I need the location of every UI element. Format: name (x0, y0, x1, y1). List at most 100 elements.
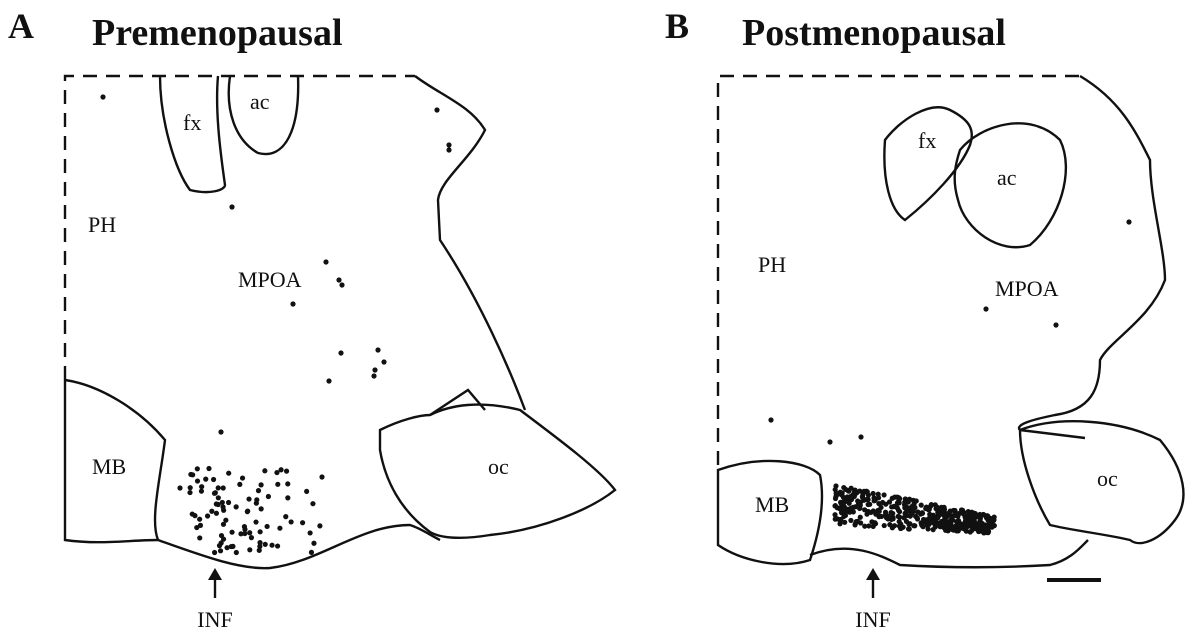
outline (1017, 74, 1167, 431)
cell-dot (253, 500, 259, 506)
panel-title: Postmenopausal (742, 12, 1006, 54)
cell-dot (888, 516, 895, 522)
cell-dot (955, 518, 962, 524)
cell-dot (858, 434, 864, 440)
region-label: INF (855, 607, 890, 632)
cell-dot (977, 515, 984, 521)
cell-dot (878, 513, 885, 520)
cell-dot (886, 499, 893, 505)
cell-dot (206, 465, 212, 472)
cell-dot (935, 515, 941, 521)
cell-dot (288, 519, 294, 525)
outline (64, 378, 441, 570)
cell-dot (911, 523, 917, 529)
cell-dot (920, 523, 926, 529)
cell-dot (862, 523, 868, 529)
cell-dot (218, 429, 224, 435)
cell-dot (891, 523, 898, 529)
outline (414, 75, 527, 411)
cell-dot (875, 491, 881, 497)
cell-dot (918, 502, 924, 508)
cell-dot (944, 525, 950, 531)
cell-dot (837, 521, 843, 527)
cell-dot (323, 259, 329, 265)
ac-outline (227, 75, 300, 156)
cell-dot (919, 510, 926, 516)
cell-dot (854, 518, 861, 524)
cell-dot (892, 494, 898, 500)
cell-dot (187, 489, 193, 496)
ac-outline (953, 122, 1068, 249)
cell-dot (381, 359, 387, 365)
cell-dot (882, 509, 889, 515)
cell-dot (983, 515, 990, 521)
cell-dot (372, 367, 378, 373)
panel-letter: B (665, 6, 689, 46)
cell-dot (949, 517, 956, 523)
cell-dot (848, 517, 854, 524)
region-label: ac (250, 89, 270, 114)
cell-dot (915, 509, 921, 515)
cell-dot (248, 535, 255, 541)
cell-dot (257, 540, 263, 546)
cell-dot (838, 516, 844, 523)
cell-dot (940, 511, 946, 518)
fx-outline (883, 106, 973, 222)
cell-dot (189, 511, 195, 517)
cell-dot (253, 519, 259, 525)
cell-dot (371, 373, 377, 379)
cell-dot (197, 522, 204, 528)
cell-dot (963, 528, 969, 534)
cell-dots (768, 219, 1132, 536)
cell-dot (258, 506, 264, 512)
cell-dot (265, 493, 271, 500)
cell-dot (219, 499, 225, 506)
cell-dot (336, 277, 342, 283)
cell-dot (277, 525, 283, 531)
cell-dot (226, 470, 232, 476)
cell-dot (978, 527, 984, 533)
cell-dot (980, 511, 986, 518)
cell-dot (904, 507, 910, 513)
cell-dot (968, 513, 975, 519)
region-label: MPOA (995, 276, 1059, 301)
cell-dot (339, 282, 345, 288)
cell-dot (881, 522, 887, 529)
cell-dot (290, 301, 296, 307)
cell-dot (230, 543, 236, 549)
cell-dot (274, 543, 281, 549)
cell-dot (242, 526, 248, 532)
cell-dot (896, 500, 902, 506)
cell-dot (338, 350, 344, 356)
cell-dot (991, 523, 997, 529)
panel-letter: A (8, 6, 34, 46)
cell-dot (229, 529, 235, 535)
cell-dot (247, 530, 253, 536)
cell-dot (100, 94, 106, 100)
cell-dot (375, 347, 381, 353)
cell-dot (224, 545, 230, 551)
cell-dot (950, 507, 957, 514)
cell-dot (950, 524, 957, 530)
cell-dot (857, 514, 863, 520)
cell-dot (211, 549, 218, 556)
cell-dot (908, 512, 914, 518)
cell-dot (832, 495, 839, 502)
cell-dot (220, 521, 227, 527)
cell-dot (904, 512, 910, 519)
cell-dot (839, 490, 845, 496)
cell-dot (983, 529, 989, 536)
cell-dot (950, 513, 956, 519)
mb-outline (716, 459, 824, 566)
outline (809, 539, 1089, 569)
region-label: fx (918, 128, 936, 153)
cell-dot (888, 509, 894, 516)
cell-dot (285, 495, 291, 501)
cell-dot (225, 499, 232, 506)
cell-dot (257, 529, 263, 535)
cell-dot (966, 520, 972, 526)
cell-dot (866, 523, 872, 529)
cell-dot (319, 474, 325, 480)
panel-b: B Postmenopausal fx ac PH MPOA MB oc INF (665, 6, 1185, 632)
cell-dot (194, 466, 200, 472)
